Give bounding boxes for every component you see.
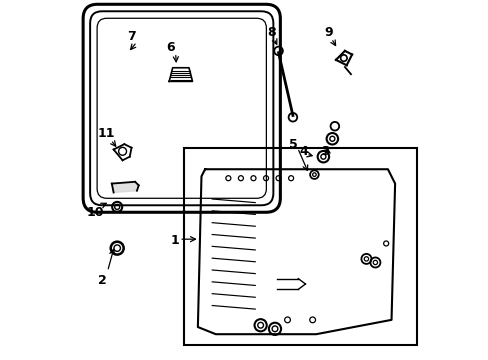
Text: 10: 10 bbox=[87, 206, 104, 219]
Text: 6: 6 bbox=[166, 41, 175, 54]
Text: 5: 5 bbox=[288, 138, 297, 150]
Polygon shape bbox=[112, 182, 139, 193]
Text: 3: 3 bbox=[320, 145, 329, 158]
Text: 1: 1 bbox=[170, 234, 179, 247]
Bar bbox=[183, 148, 416, 345]
Polygon shape bbox=[169, 68, 192, 81]
Text: 11: 11 bbox=[98, 127, 115, 140]
Polygon shape bbox=[198, 169, 394, 334]
Text: 2: 2 bbox=[98, 274, 107, 287]
Text: 4: 4 bbox=[299, 145, 307, 158]
Text: 8: 8 bbox=[266, 27, 275, 40]
Text: 7: 7 bbox=[127, 30, 136, 43]
Text: 9: 9 bbox=[324, 27, 332, 40]
